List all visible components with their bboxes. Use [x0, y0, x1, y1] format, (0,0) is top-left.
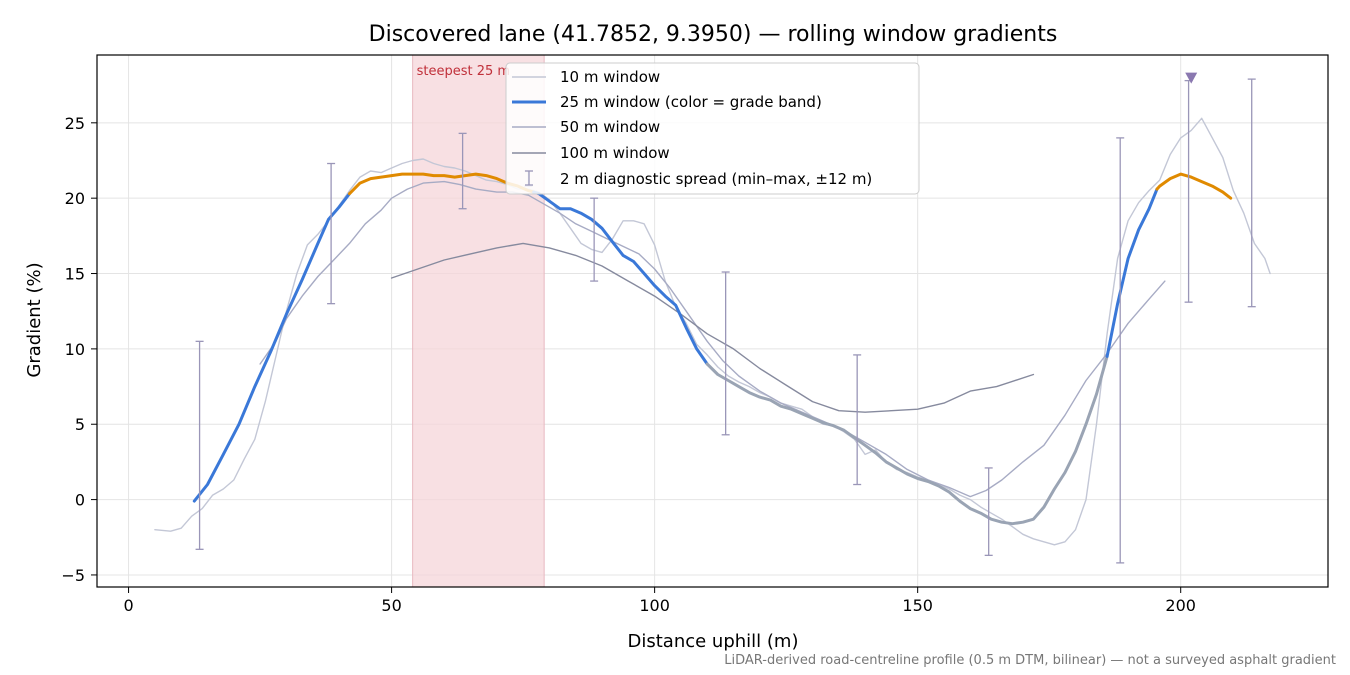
legend-label-10m: 10 m window: [560, 68, 660, 86]
series-25m-normal-segment: [192, 192, 351, 503]
y-tick-label: 5: [75, 415, 85, 434]
y-axis-label: Gradient (%): [24, 262, 45, 377]
legend-label-spread: 2 m diagnostic spread (min–max, ±12 m): [560, 170, 872, 188]
x-tick-label: 100: [639, 596, 670, 615]
series-25m-steep-segment: [1155, 172, 1233, 200]
axes: 0 50 100 150 200 −5 0 5 10 15 20 25: [61, 114, 1196, 615]
y-tick-label: 0: [75, 491, 85, 510]
x-axis-label: Distance uphill (m): [628, 631, 799, 652]
x-tick-label: 50: [381, 596, 401, 615]
x-tick-label: 200: [1165, 596, 1196, 615]
series-25m-normal-segment: [532, 190, 709, 366]
highlight-label: steepest 25 m: [417, 64, 510, 79]
legend-label-25m: 25 m window (color = grade band): [560, 93, 822, 111]
chart-title: Discovered lane (41.7852, 9.3950) — roll…: [369, 22, 1058, 47]
x-tick-label: 150: [902, 596, 933, 615]
y-tick-label: 25: [65, 114, 85, 133]
series-25m-descent-segment: [705, 354, 1109, 526]
series-line-3: [390, 242, 1035, 413]
y-tick-label: 20: [65, 189, 85, 208]
series-group: [154, 117, 1271, 546]
legend-label-100m: 100 m window: [560, 144, 670, 162]
y-tick-label: −5: [61, 566, 85, 585]
y-tick-label: 15: [65, 265, 85, 284]
peak-marker-group: [1185, 72, 1198, 84]
series-line-2: [259, 180, 1166, 498]
x-tick-label: 0: [123, 596, 133, 615]
y-tick-label: 10: [65, 340, 85, 359]
legend-label-50m: 50 m window: [560, 118, 660, 136]
series-25m-normal-segment: [1105, 187, 1159, 358]
legend-box: [505, 62, 920, 195]
footnote: LiDAR-derived road-centreline profile (0…: [724, 653, 1336, 668]
legend: 10 m window 25 m window (color = grade b…: [505, 62, 920, 195]
series-line-0: [154, 117, 1271, 546]
peak-marker: [1185, 72, 1198, 84]
plot-frame: [96, 54, 1329, 588]
